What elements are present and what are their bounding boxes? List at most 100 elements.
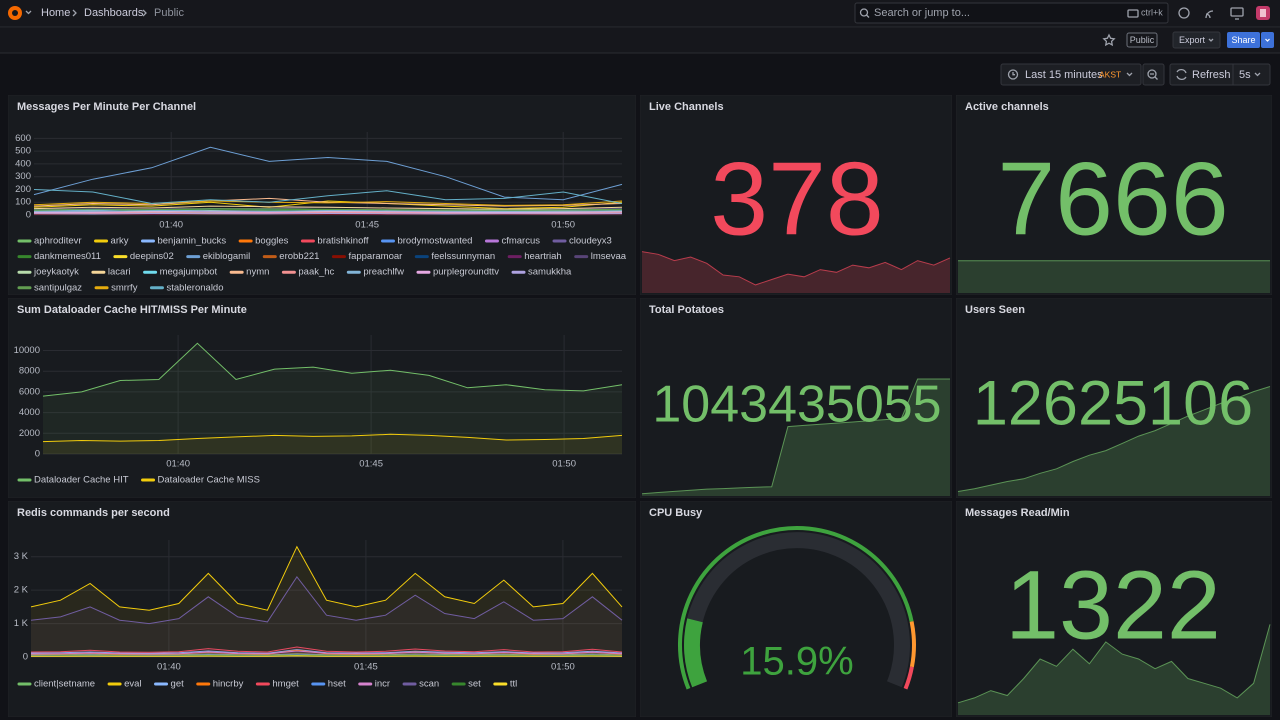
legend-item[interactable]: Dataloader Cache MISS: [141, 475, 260, 486]
legend-item[interactable]: Dataloader Cache HIT: [17, 475, 129, 486]
legend-label: purplegroundttv: [433, 267, 499, 278]
panel-title: Redis commands per second: [17, 507, 170, 519]
panel-title: Messages Per Minute Per Channel: [17, 101, 196, 113]
breadcrumb-item[interactable]: Dashboards: [84, 7, 144, 19]
legend-item[interactable]: hincrby: [196, 679, 244, 690]
news-icon[interactable]: [1205, 10, 1214, 19]
share-button[interactable]: [1227, 32, 1260, 48]
legend-label: ttl: [510, 679, 517, 690]
legend-item[interactable]: samukkha: [511, 267, 572, 278]
legend-item[interactable]: hmget: [255, 679, 299, 690]
legend-item[interactable]: feelssunnyman: [414, 251, 495, 262]
legend-item[interactable]: ekiblogamil: [186, 251, 251, 262]
legend-item[interactable]: set: [451, 679, 481, 690]
legend-item[interactable]: incr: [358, 679, 390, 690]
share-dropdown[interactable]: [1261, 32, 1274, 48]
legend-label: incr: [375, 679, 390, 690]
legend-item[interactable]: fapparamoar: [331, 251, 402, 262]
panel: Sum Dataloader Cache HIT/MISS Per Minute…: [8, 298, 636, 498]
legend-item[interactable]: lacari: [91, 267, 131, 278]
timezone: AKST: [1099, 69, 1121, 79]
export-label: Export: [1179, 35, 1206, 45]
legend-item[interactable]: cloudeyx3: [552, 236, 612, 247]
x-tick-label: 01:50: [551, 220, 575, 231]
y-tick-label: 8000: [19, 366, 40, 377]
series-area: [43, 343, 622, 454]
legend-item[interactable]: scan: [402, 679, 439, 690]
legend-label: Dataloader Cache MISS: [158, 475, 260, 486]
export-chevron: [1208, 38, 1214, 42]
breadcrumb-item[interactable]: Home: [41, 7, 70, 19]
search-box[interactable]: [854, 2, 1169, 24]
legend-item[interactable]: get: [154, 679, 185, 690]
legend-label: scan: [419, 679, 439, 690]
series-line: [33, 209, 623, 212]
public-badge: [1126, 32, 1158, 48]
series-line: [33, 212, 623, 215]
legend-item[interactable]: ttl: [493, 679, 517, 690]
panel: Active channels 7666: [956, 95, 1272, 295]
legend-item[interactable]: smrrfy: [94, 282, 138, 293]
legend-label: hmget: [272, 679, 299, 690]
refresh-interval[interactable]: 5s: [1239, 69, 1251, 81]
legend-item[interactable]: arky: [94, 236, 129, 247]
panel-background: [956, 501, 1272, 717]
share-label: Share: [1231, 35, 1255, 45]
series-line: [30, 650, 623, 655]
refresh-button[interactable]: [1169, 63, 1271, 86]
legend-item[interactable]: purplegroundttv: [416, 267, 499, 278]
series-line: [30, 575, 623, 625]
legend-label: benjamin_bucks: [157, 236, 226, 247]
legend-item[interactable]: paak_hc: [281, 267, 335, 278]
legend-label: joeykaotyk: [33, 267, 79, 278]
legend-item[interactable]: dankmemes011: [17, 251, 101, 262]
panel-title: Live Channels: [649, 101, 724, 113]
logo-chevron[interactable]: [25, 10, 32, 15]
legend-label: fapparamoar: [348, 251, 402, 262]
y-tick-label: 0: [23, 652, 28, 663]
series-line: [30, 649, 623, 654]
sparkline-area: [642, 251, 950, 293]
legend-item[interactable]: aphroditevr: [17, 236, 82, 247]
legend-label: dankmemes011: [34, 251, 101, 262]
sparkline: [957, 386, 1271, 492]
device-icon[interactable]: [1230, 7, 1244, 17]
legend-item[interactable]: benjamin_bucks: [140, 236, 226, 247]
y-tick-label: 10000: [14, 345, 40, 356]
y-tick-label: 200: [15, 184, 31, 195]
series-area: [31, 546, 622, 657]
legend-item[interactable]: cfmarcus: [484, 236, 540, 247]
legend-item[interactable]: megajumpbot: [143, 267, 218, 278]
panel-title: Users Seen: [965, 304, 1025, 316]
series-line: [33, 146, 623, 201]
panel-title: Messages Read/Min: [965, 507, 1070, 519]
legend-item[interactable]: lmsevaa: [574, 251, 627, 262]
legend-item[interactable]: erobb221: [262, 251, 319, 262]
legend-label: erobb221: [279, 251, 319, 262]
legend-label: heartriah: [524, 251, 562, 262]
legend-item[interactable]: brodymostwanted: [380, 236, 472, 247]
legend-item[interactable]: hset: [311, 679, 346, 690]
legend-item[interactable]: boggles: [238, 236, 289, 247]
export-button[interactable]: [1172, 31, 1221, 49]
legend-item[interactable]: preachlfw: [346, 267, 404, 278]
legend-label: hset: [328, 679, 346, 690]
legend-label: stableronaldo: [166, 282, 223, 293]
star-button[interactable]: [1102, 33, 1116, 47]
legend-item[interactable]: client|setname: [17, 679, 95, 690]
legend-item[interactable]: bratishkinoff: [300, 236, 369, 247]
help-icon[interactable]: [1178, 7, 1190, 19]
legend-item[interactable]: stableronaldo: [149, 282, 224, 293]
legend-label: preachlfw: [363, 267, 404, 278]
y-tick-label: 6000: [19, 386, 40, 397]
legend-item[interactable]: eval: [107, 679, 142, 690]
time-picker[interactable]: [1000, 63, 1142, 86]
legend-item[interactable]: deepins02: [113, 251, 174, 262]
legend-item[interactable]: heartriah: [507, 251, 562, 262]
legend-item[interactable]: nymn: [229, 267, 269, 278]
panel-background: [640, 95, 952, 295]
legend-item[interactable]: santipulgaz: [17, 282, 82, 293]
legend-item[interactable]: joeykaotyk: [17, 267, 79, 278]
panel-title: Total Potatoes: [649, 304, 724, 316]
legend-label: eval: [124, 679, 141, 690]
